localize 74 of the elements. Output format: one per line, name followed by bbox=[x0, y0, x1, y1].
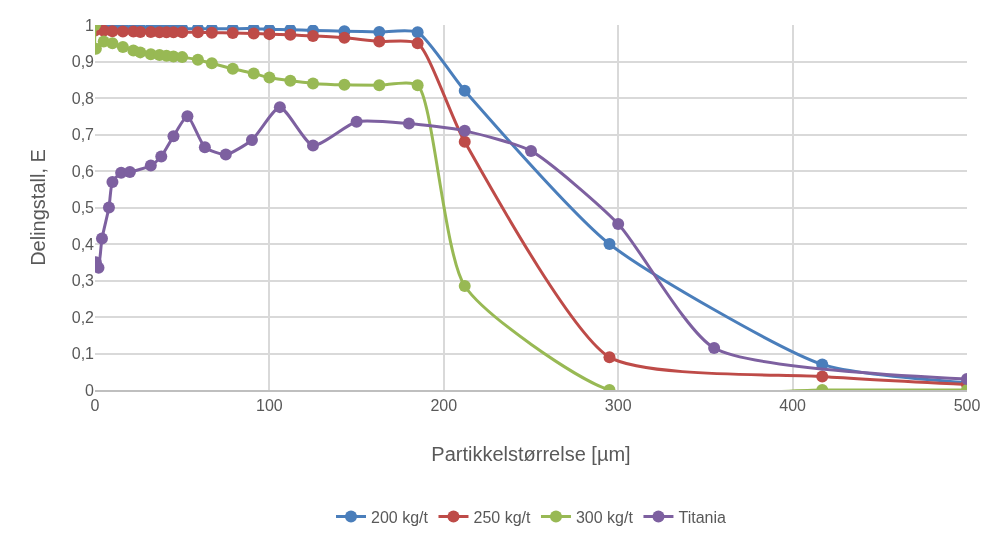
x-tick-label: 300 bbox=[604, 397, 632, 415]
point bbox=[205, 26, 218, 39]
point bbox=[373, 35, 386, 48]
point bbox=[284, 28, 297, 41]
y-tick-label: 0 bbox=[85, 381, 95, 399]
point bbox=[219, 148, 232, 161]
point bbox=[612, 217, 625, 230]
point bbox=[603, 238, 616, 250]
point bbox=[263, 28, 276, 41]
point bbox=[191, 26, 204, 39]
point bbox=[176, 51, 189, 64]
point bbox=[525, 144, 537, 157]
point bbox=[205, 57, 218, 70]
point bbox=[307, 29, 319, 42]
point bbox=[116, 25, 129, 38]
point bbox=[458, 84, 471, 97]
point bbox=[411, 79, 424, 92]
point bbox=[411, 37, 424, 50]
point bbox=[350, 115, 363, 128]
point bbox=[458, 279, 471, 292]
point bbox=[338, 78, 351, 91]
y-tick-label: 0,8 bbox=[71, 89, 95, 107]
y-tick-label: 0,7 bbox=[71, 126, 95, 144]
y-axis-title: Delingstall, E bbox=[27, 149, 49, 266]
point bbox=[373, 79, 386, 92]
point bbox=[284, 74, 297, 87]
point bbox=[411, 26, 424, 39]
point bbox=[106, 175, 119, 188]
point bbox=[95, 232, 108, 245]
legend-label: 200 kg/t bbox=[371, 508, 429, 526]
point bbox=[155, 150, 168, 163]
point bbox=[102, 201, 115, 214]
x-tick-label: 400 bbox=[779, 397, 807, 415]
point bbox=[134, 46, 147, 59]
legend-label: 300 kg/t bbox=[575, 508, 634, 526]
y-tick-label: 0,4 bbox=[71, 235, 95, 253]
point bbox=[144, 159, 157, 172]
y-tick-label: 0,5 bbox=[71, 199, 95, 217]
point bbox=[191, 53, 204, 66]
point bbox=[247, 27, 260, 40]
point bbox=[226, 62, 239, 75]
point bbox=[263, 71, 276, 84]
point bbox=[273, 101, 286, 114]
y-tick-label: 0,2 bbox=[71, 308, 95, 326]
x-axis-title: Partikkelstørrelse [µm] bbox=[431, 443, 631, 465]
point bbox=[708, 342, 721, 355]
point bbox=[603, 351, 616, 364]
point bbox=[226, 27, 239, 40]
y-tick-label: 0,6 bbox=[71, 162, 95, 180]
point bbox=[458, 135, 471, 148]
point bbox=[167, 130, 180, 143]
point bbox=[402, 117, 415, 130]
y-tick-label: 0,1 bbox=[71, 345, 95, 363]
x-tick-label: 500 bbox=[953, 397, 981, 415]
point bbox=[181, 110, 194, 123]
y-tick-label: 0,3 bbox=[71, 272, 95, 290]
legend-label: Titania bbox=[678, 508, 726, 526]
point bbox=[198, 141, 211, 154]
point bbox=[816, 370, 829, 383]
y-tick-label: 0,9 bbox=[71, 53, 95, 71]
point bbox=[245, 133, 258, 146]
point bbox=[106, 25, 119, 38]
point bbox=[116, 40, 129, 53]
point bbox=[106, 37, 119, 50]
legend-label: 250 kg/t bbox=[473, 508, 531, 526]
x-tick-label: 100 bbox=[256, 397, 283, 415]
point bbox=[458, 124, 471, 137]
y-tick-label: 1 bbox=[85, 16, 95, 34]
x-tick-label: 200 bbox=[430, 397, 458, 415]
point bbox=[338, 31, 351, 44]
point bbox=[307, 139, 319, 152]
point bbox=[247, 67, 260, 80]
point bbox=[307, 77, 319, 90]
point bbox=[176, 26, 189, 39]
